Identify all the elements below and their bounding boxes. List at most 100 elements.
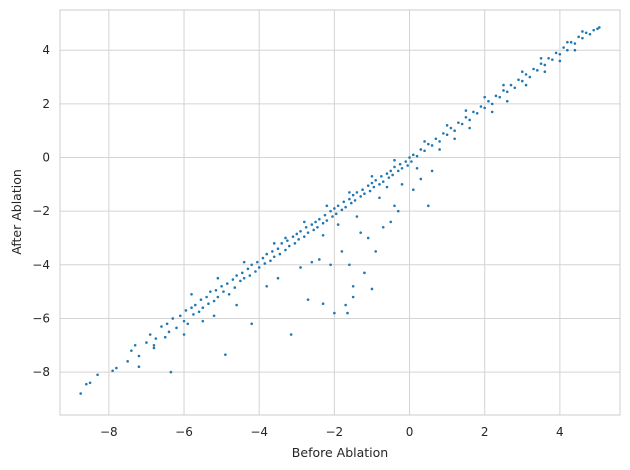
scatter-point bbox=[370, 174, 374, 178]
scatter-point bbox=[573, 48, 577, 52]
scatter-point bbox=[368, 189, 372, 193]
scatter-point bbox=[167, 330, 171, 334]
scatter-point bbox=[272, 255, 276, 259]
scatter-point bbox=[299, 266, 302, 269]
scatter-point bbox=[509, 83, 513, 87]
scatter-point bbox=[316, 225, 319, 229]
scatter-point bbox=[468, 118, 471, 122]
scatter-point bbox=[520, 79, 524, 83]
scatter-point bbox=[163, 335, 167, 339]
scatter-point bbox=[192, 313, 195, 316]
scatter-point bbox=[242, 260, 246, 264]
scatter-point bbox=[154, 337, 158, 340]
scatter-point bbox=[380, 174, 383, 178]
scatter-point bbox=[220, 284, 223, 288]
scatter-point bbox=[310, 223, 314, 226]
scatter-point bbox=[528, 75, 532, 79]
x-tick-label: 0 bbox=[406, 425, 414, 439]
scatter-point bbox=[148, 333, 152, 336]
scatter-point bbox=[257, 266, 261, 269]
scatter-point bbox=[498, 95, 502, 99]
y-tick-label: 4 bbox=[42, 43, 50, 57]
scatter-point bbox=[289, 333, 293, 336]
x-tick-label: −2 bbox=[326, 425, 344, 439]
scatter-point bbox=[419, 177, 423, 181]
scatter-point bbox=[359, 195, 362, 198]
scatter-point bbox=[265, 252, 269, 256]
scatter-point bbox=[212, 314, 216, 318]
scatter-point bbox=[524, 83, 528, 87]
scatter-point bbox=[336, 223, 340, 226]
scatter-point bbox=[562, 46, 565, 49]
scatter-point bbox=[505, 99, 509, 103]
scatter-point bbox=[261, 256, 265, 260]
x-tick-label: −6 bbox=[175, 425, 193, 439]
x-axis-label: Before Ablation bbox=[292, 445, 388, 460]
scatter-point bbox=[554, 51, 558, 55]
scatter-point bbox=[263, 262, 267, 265]
scatter-point bbox=[581, 36, 584, 40]
scatter-point bbox=[242, 276, 246, 280]
scatter-point bbox=[374, 179, 378, 182]
scatter-point bbox=[543, 70, 547, 73]
scatter-point bbox=[532, 67, 535, 71]
y-axis-label: After Ablation bbox=[9, 169, 24, 255]
scatter-point bbox=[453, 129, 456, 132]
scatter-point bbox=[297, 238, 300, 241]
scatter-point bbox=[126, 360, 129, 363]
y-tick-label: 2 bbox=[42, 97, 50, 111]
scatter-point bbox=[596, 27, 599, 31]
scatter-point bbox=[235, 303, 238, 307]
scatter-point bbox=[411, 153, 415, 157]
scatter-point bbox=[479, 105, 483, 108]
scatter-point bbox=[331, 215, 334, 218]
scatter-point bbox=[584, 31, 588, 35]
scatter-point bbox=[351, 295, 355, 299]
scatter-point bbox=[449, 126, 453, 130]
scatter-point bbox=[494, 94, 498, 98]
scatter-point bbox=[130, 349, 133, 352]
scatter-point bbox=[430, 169, 434, 173]
scatter-point bbox=[271, 250, 274, 253]
scatter-point bbox=[314, 220, 317, 224]
scatter-point bbox=[333, 207, 336, 210]
scatter-point bbox=[472, 110, 475, 114]
scatter-point bbox=[387, 176, 391, 179]
scatter-point bbox=[286, 239, 289, 242]
scatter-point bbox=[321, 221, 325, 225]
x-tick-label: 2 bbox=[481, 425, 489, 439]
scatter-point bbox=[404, 160, 408, 163]
scatter-point bbox=[389, 169, 393, 173]
scatter-point bbox=[293, 242, 297, 245]
scatter-point bbox=[182, 319, 186, 323]
scatter-point bbox=[396, 169, 400, 173]
scatter-point bbox=[137, 354, 141, 358]
scatter-point bbox=[381, 225, 385, 229]
scatter-point bbox=[115, 366, 118, 370]
scatter-point bbox=[551, 58, 554, 61]
scatter-point bbox=[272, 242, 276, 245]
scatter-point bbox=[276, 247, 280, 251]
scatter-point bbox=[235, 274, 238, 277]
scatter-point bbox=[438, 148, 441, 151]
scatter-point bbox=[269, 259, 272, 263]
scatter-point bbox=[434, 137, 438, 141]
scatter-point bbox=[222, 290, 225, 293]
scatter-point bbox=[363, 271, 366, 275]
scatter-point bbox=[197, 310, 201, 314]
scatter-point bbox=[524, 73, 528, 76]
scatter-point bbox=[346, 311, 349, 315]
scatter-point bbox=[88, 381, 92, 385]
scatter-point bbox=[256, 260, 259, 264]
y-tick-label: −6 bbox=[32, 311, 50, 325]
scatter-point bbox=[205, 295, 208, 299]
scatter-point bbox=[483, 95, 487, 99]
scatter-point bbox=[513, 86, 517, 90]
scatter-point bbox=[169, 370, 173, 374]
scatter-point bbox=[366, 236, 370, 240]
scatter-point bbox=[427, 142, 430, 146]
scatter-point bbox=[438, 140, 441, 143]
scatter-point bbox=[207, 302, 210, 305]
grid bbox=[60, 10, 620, 415]
scatter-point bbox=[231, 278, 235, 281]
